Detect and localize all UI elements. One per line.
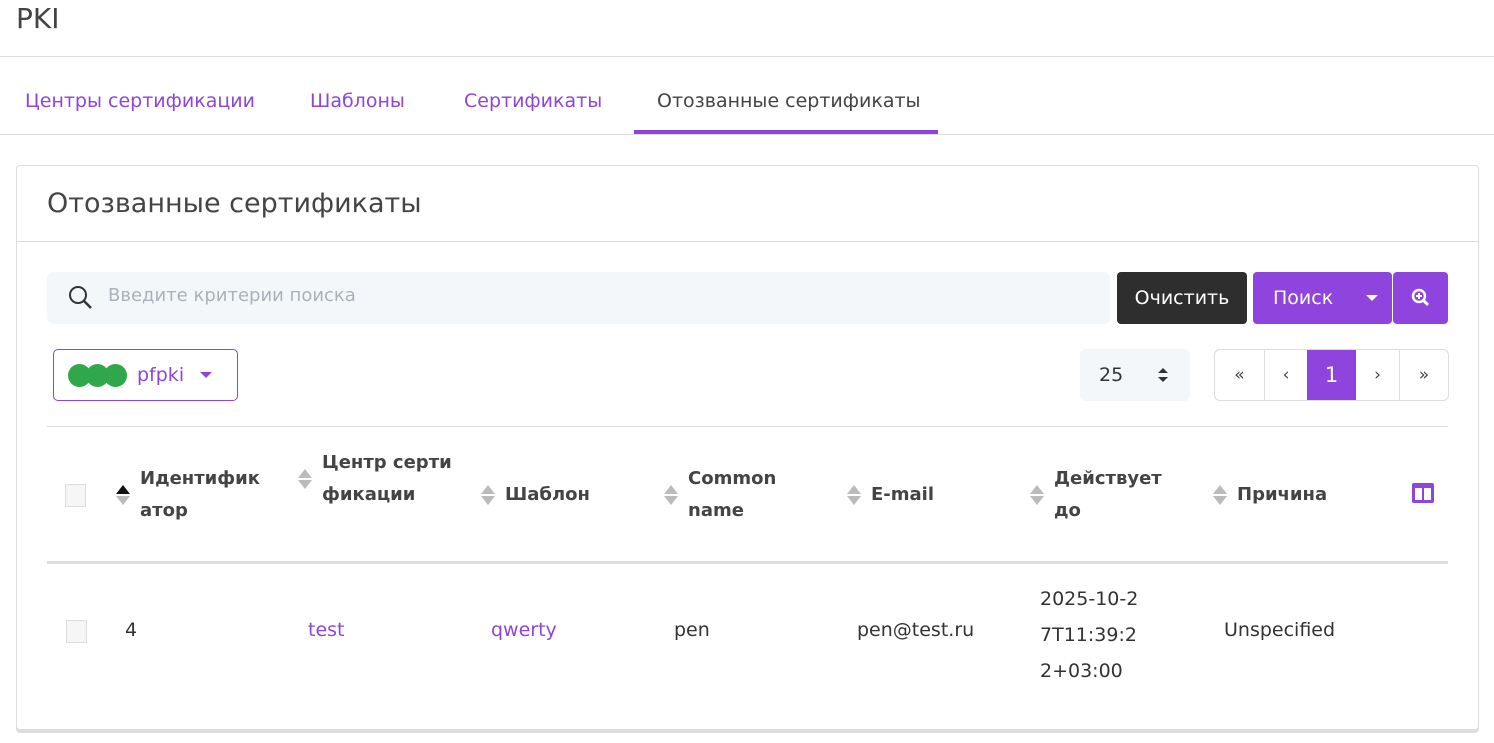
columns-icon[interactable]: [1411, 482, 1435, 504]
column-header-id[interactable]: Идентификатор: [116, 463, 276, 527]
status-dot-icon: [104, 363, 127, 387]
divider: [0, 56, 1494, 57]
divider: [47, 561, 1448, 564]
prev-page-button[interactable]: ‹: [1264, 350, 1307, 400]
column-header-template[interactable]: Шаблон: [481, 479, 590, 511]
zoom-in-icon: [1411, 288, 1429, 307]
divider: [17, 241, 1478, 242]
cell-common-name: pen: [674, 619, 710, 641]
per-page-select[interactable]: 25: [1080, 349, 1190, 401]
cell-template-link[interactable]: qwerty: [491, 619, 557, 641]
column-header-ca[interactable]: Центр сертификации: [298, 447, 468, 511]
tab-certificates[interactable]: Сертификаты: [464, 90, 603, 112]
sort-icon: [298, 468, 312, 490]
sort-icon: [847, 484, 861, 506]
cell-reason: Unspecified: [1224, 619, 1336, 641]
row-checkbox[interactable]: [66, 620, 87, 643]
status-dot-icon: [68, 363, 91, 387]
search-button-label: Поиск: [1273, 287, 1334, 309]
status-dot-icon: [86, 363, 109, 387]
search-icon: [69, 286, 92, 309]
app-title: PKI: [16, 2, 60, 35]
sort-icon: [481, 484, 495, 506]
cell-id: 4: [125, 619, 138, 641]
caret-down-icon: [200, 372, 213, 378]
cell-valid-until: 2025-10-27T11:39:22+03:00: [1040, 588, 1139, 682]
column-header-reason[interactable]: Причина: [1213, 479, 1327, 511]
divider: [47, 426, 1448, 427]
sort-icon: [1030, 484, 1044, 506]
chevron-down-icon[interactable]: [1366, 295, 1378, 301]
column-header-valid-until[interactable]: Действует до: [1030, 463, 1180, 527]
page-button-current[interactable]: 1: [1307, 350, 1356, 400]
divider: [0, 134, 1494, 135]
column-header-email[interactable]: E-mail: [847, 479, 934, 511]
sort-asc-icon: [116, 484, 130, 506]
select-all-checkbox[interactable]: [65, 484, 86, 507]
advanced-search-button[interactable]: [1393, 272, 1448, 324]
clear-button[interactable]: Очистить: [1117, 272, 1247, 324]
tenant-label: pfpki: [137, 364, 185, 386]
tab-certificate-authorities[interactable]: Центры сертификации: [25, 90, 255, 112]
tenant-dropdown[interactable]: pfpki: [53, 349, 238, 401]
search-button[interactable]: Поиск: [1253, 272, 1392, 324]
revoked-certificates-card: [16, 165, 1479, 730]
column-header-common-name[interactable]: Common name: [664, 463, 814, 527]
search-input[interactable]: [108, 285, 1088, 306]
per-page-value: 25: [1099, 364, 1124, 386]
last-page-button[interactable]: »: [1399, 350, 1448, 400]
active-tab-indicator: [634, 130, 938, 134]
cell-email: pen@test.ru: [857, 619, 975, 641]
cell-ca-link[interactable]: test: [308, 619, 345, 641]
card-title: Отозванные сертификаты: [47, 188, 422, 219]
sort-updown-icon: [1158, 368, 1169, 382]
first-page-button[interactable]: «: [1234, 365, 1245, 385]
sort-icon: [664, 484, 678, 506]
tab-revoked-certificates[interactable]: Отозванные сертификаты: [657, 90, 921, 112]
sort-icon: [1213, 484, 1227, 506]
next-page-button[interactable]: ›: [1374, 365, 1381, 385]
pagination: « ‹ 1 › »: [1214, 349, 1449, 401]
tab-templates[interactable]: Шаблоны: [310, 90, 405, 112]
